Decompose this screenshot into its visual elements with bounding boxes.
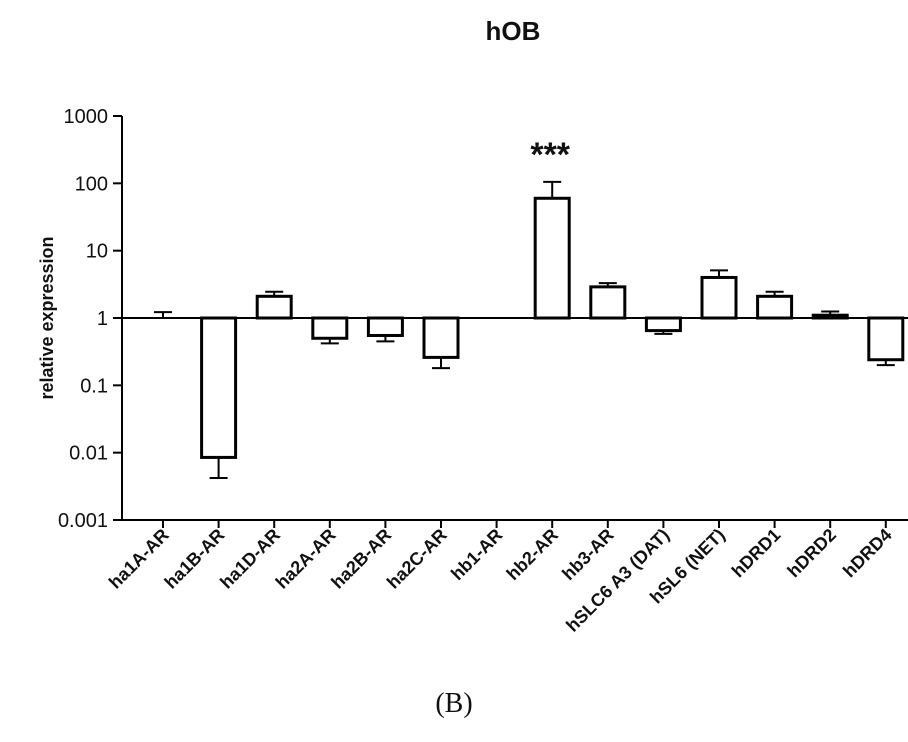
x-tick-label: hb1-AR <box>447 525 506 584</box>
bar <box>311 316 349 340</box>
bar <box>700 275 738 320</box>
x-tick-label: hDRD4 <box>839 525 896 582</box>
x-tick-label: ha1B-AR <box>161 525 229 593</box>
chart-title: hOB <box>486 16 541 46</box>
plot-area: 1000 100 10 1 0.1 0.01 0.001ha1A-ARha1B-ARha1D… <box>58 106 908 636</box>
x-tick-label: hSLC6 A3 (DAT) <box>562 525 673 636</box>
x-tick-label: ha1D-AR <box>216 525 284 593</box>
bar <box>200 316 238 459</box>
x-tick-label: ha2A-AR <box>272 525 340 593</box>
y-tick-label: 0.1 <box>80 375 108 397</box>
y-tick-label: 1 <box>97 308 108 330</box>
x-tick-label: ha1A-AR <box>105 525 173 593</box>
significance-annotation: *** <box>530 136 570 174</box>
bar <box>589 285 627 320</box>
bar <box>366 316 404 337</box>
bar <box>644 316 682 333</box>
bar <box>422 316 460 359</box>
x-tick-label: hDRD2 <box>783 525 840 582</box>
panel-label: (B) <box>435 688 472 719</box>
y-axis-label: relative expression <box>37 236 57 399</box>
y-tick-label: 0.001 <box>58 510 108 532</box>
y-tick-label: 10 <box>86 241 108 263</box>
bar <box>255 294 293 320</box>
x-tick-label: hDRD1 <box>728 525 785 582</box>
y-tick-label: 100 <box>75 173 108 195</box>
x-tick-label: ha2B-AR <box>327 525 395 593</box>
bar <box>533 196 571 320</box>
y-tick-label: 0.01 <box>69 443 108 465</box>
x-tick-label: ha2C-AR <box>383 525 451 593</box>
y-tick-label: 1000 <box>64 106 109 128</box>
x-tick-label: hb2-AR <box>503 525 562 584</box>
bar <box>867 316 905 362</box>
bar <box>756 294 794 320</box>
